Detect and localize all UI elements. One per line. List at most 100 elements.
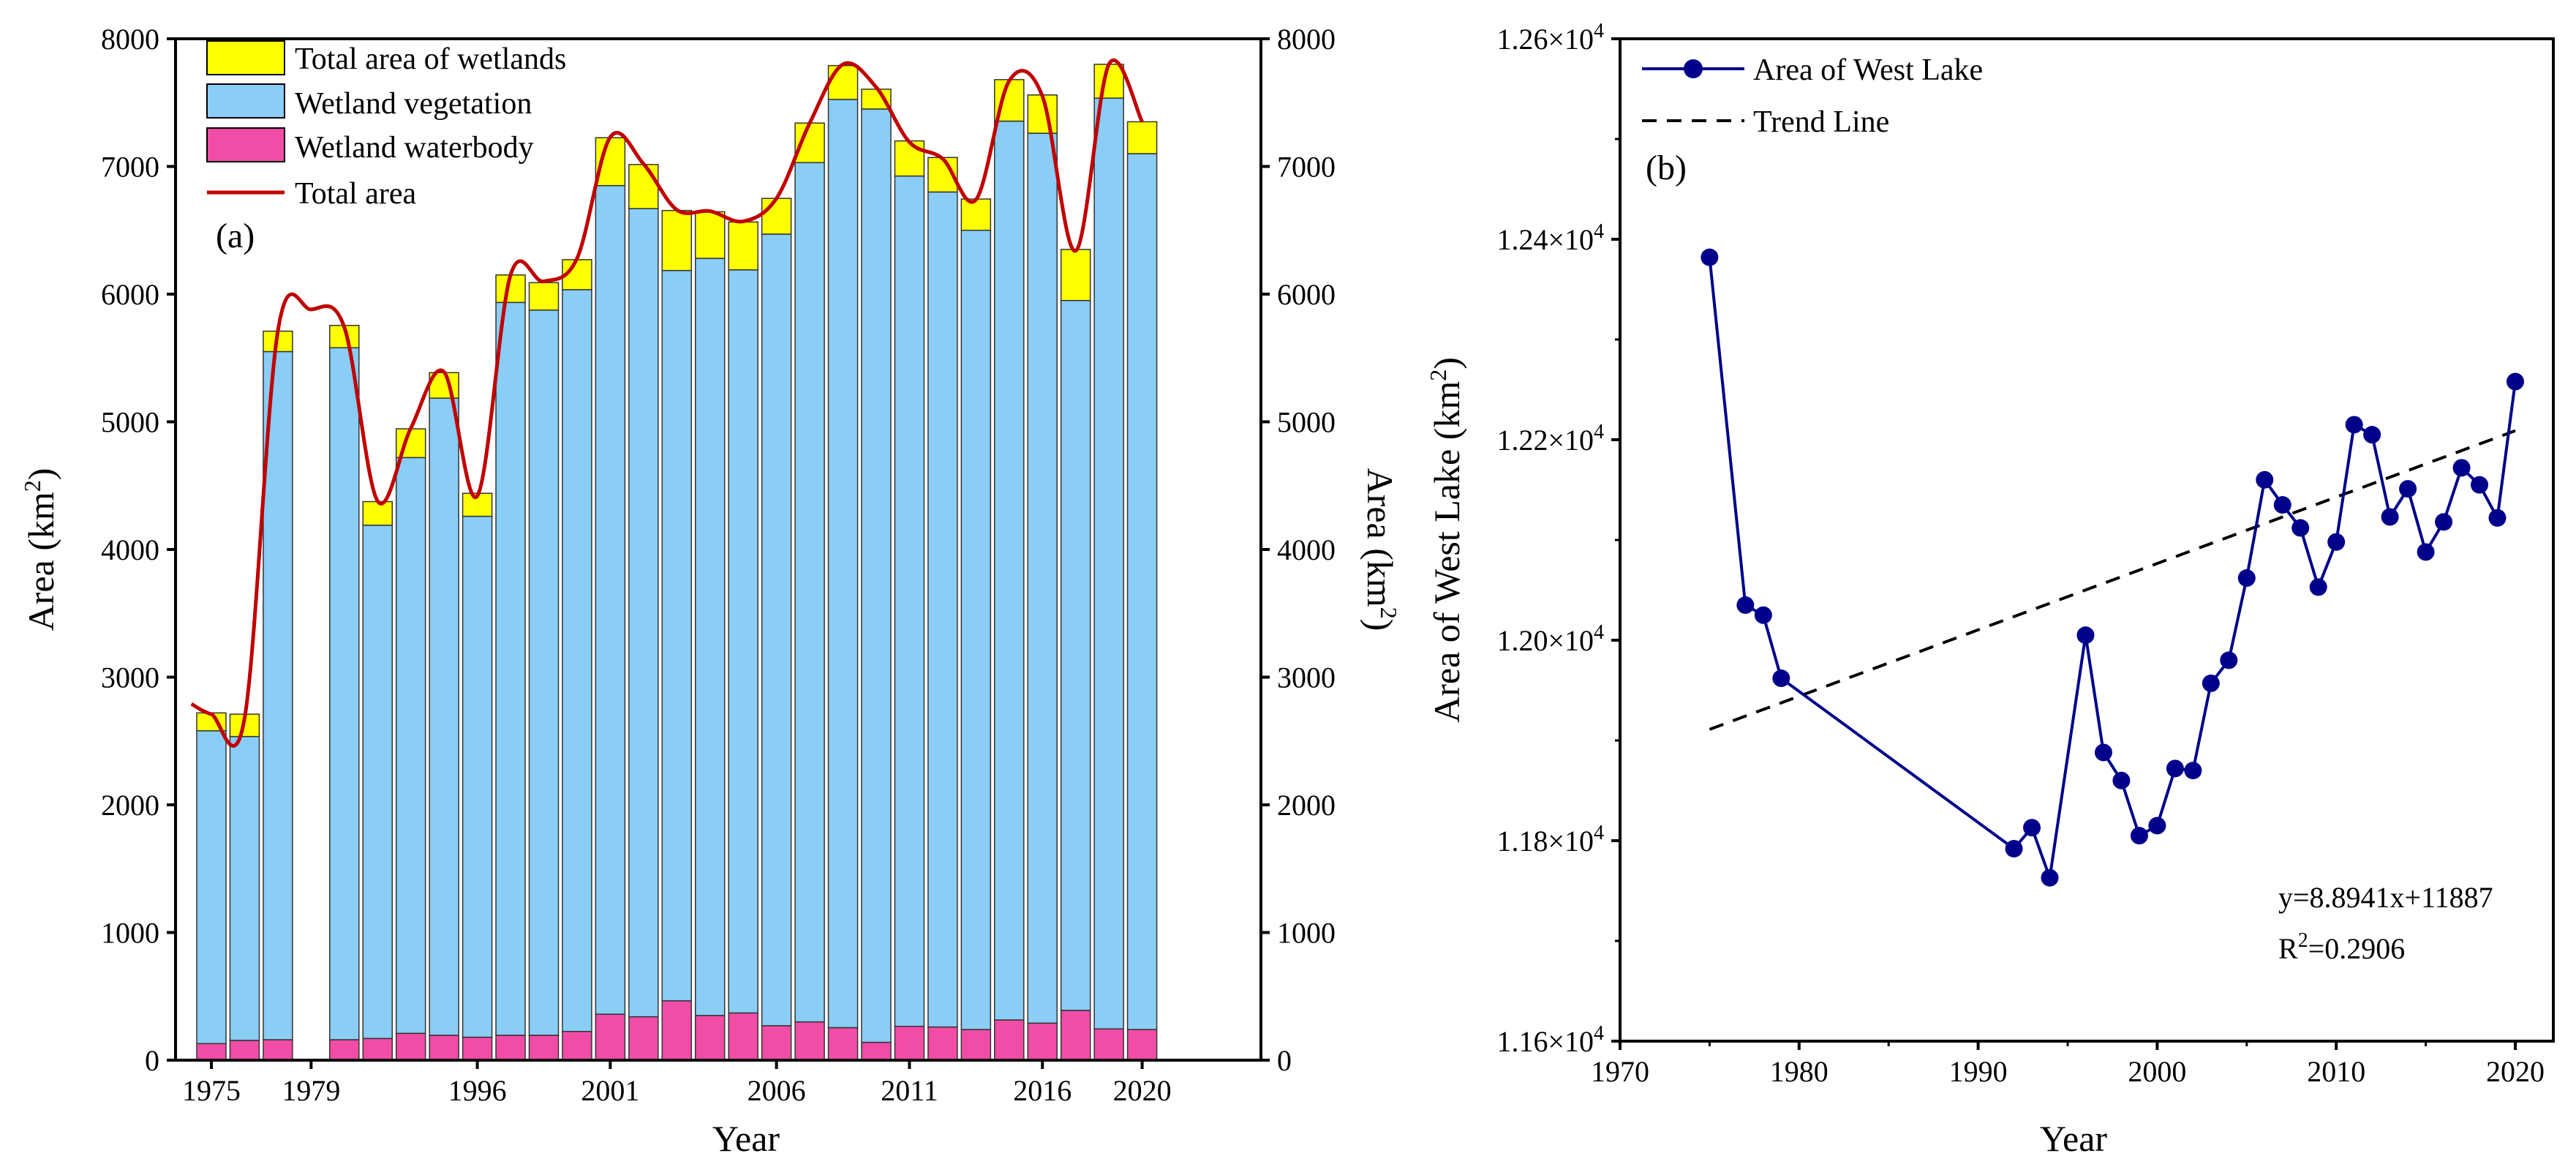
bar-vegetation-4 (329, 347, 360, 1040)
bar-vegetation-0 (196, 730, 227, 1045)
bar-waterbody-21 (894, 1026, 925, 1061)
bar-vegetation-8 (462, 515, 493, 1038)
bar-waterbody-6 (395, 1032, 426, 1061)
bar-vegetation-21 (894, 175, 925, 1027)
a-xtick-label-2016: 2016 (1013, 1074, 1072, 1107)
a-xtick-label-2006: 2006 (747, 1074, 806, 1107)
bar-vegetation-12 (595, 184, 626, 1015)
bar-wetlands-total-17 (761, 198, 792, 235)
west-lake-point-2016 (2435, 513, 2453, 531)
bar-vegetation-11 (562, 289, 592, 1032)
bar-waterbody-22 (927, 1026, 958, 1061)
bar-vegetation-1 (229, 735, 260, 1041)
a-ytick-label-right-2000: 2000 (1277, 789, 1336, 822)
west-lake-point-1998 (2112, 771, 2131, 789)
bar-vegetation-18 (794, 162, 825, 1023)
panel-a-ylabel-left: Area (km2) (19, 468, 61, 631)
bar-wetlands-total-10 (528, 282, 560, 311)
bar-vegetation-19 (827, 99, 859, 1029)
bar-wetlands-total-23 (960, 198, 992, 231)
bar-vegetation-16 (728, 269, 758, 1014)
bar-wetlands-total-26 (1060, 249, 1091, 301)
b-xtick-label-2020: 2020 (2486, 1055, 2545, 1088)
a-ytick-label-left-3000: 3000 (101, 661, 159, 694)
bar-waterbody-0 (196, 1043, 227, 1061)
b-xtick-label-2000: 2000 (2128, 1055, 2186, 1088)
bar-waterbody-8 (462, 1036, 493, 1061)
legend-swatch-wetlands-total (206, 40, 285, 75)
west-lake-point-2018 (2471, 476, 2489, 494)
bar-wetlands-total-13 (628, 164, 659, 209)
west-lake-point-1978 (1754, 606, 1772, 624)
a-ytick-label-right-5000: 5000 (1277, 406, 1336, 439)
bar-vegetation-27 (1093, 97, 1124, 1029)
west-lake-point-1996 (2076, 626, 2095, 645)
b-xtick-label-2010: 2010 (2307, 1055, 2365, 1088)
b-ytick-label-11800: 1.18×104 (1496, 822, 1604, 858)
west-lake-point-2006 (2256, 470, 2274, 489)
bar-waterbody-24 (994, 1019, 1025, 1061)
panel-b-line-chart: 1.16×104 1.18×104 1.20×104 1.22×104 1.24×104… (1425, 20, 2555, 1159)
west-lake-point-2009 (2309, 578, 2327, 596)
bar-wetlands-total-21 (894, 140, 925, 177)
west-lake-point-2020 (2507, 372, 2524, 391)
bar-waterbody-27 (1093, 1028, 1124, 1061)
regression-equation: y=8.8941x+11887 (2278, 881, 2493, 914)
panel-a-ylabel-right: Area (km2) (1360, 468, 1402, 631)
bar-vegetation-5 (362, 525, 393, 1040)
bar-waterbody-1 (229, 1040, 260, 1061)
legend-label-total-area: Total area (295, 177, 416, 211)
bar-wetlands-total-15 (695, 211, 726, 259)
bar-wetlands-total-19 (827, 64, 859, 100)
bar-vegetation-7 (429, 397, 459, 1036)
bar-wetlands-total-27 (1093, 64, 1124, 99)
west-lake-point-2019 (2488, 509, 2507, 527)
bar-vegetation-25 (1027, 132, 1058, 1024)
total-area-line (190, 58, 1144, 748)
west-lake-point-2017 (2452, 459, 2471, 477)
west-lake-point-1993 (2023, 819, 2041, 837)
panel-a-label: (a) (216, 217, 255, 255)
west-lake-point-2008 (2291, 519, 2310, 537)
a-xtick-label-2001: 2001 (581, 1074, 639, 1107)
bar-waterbody-17 (761, 1025, 792, 1061)
bar-vegetation-10 (528, 309, 560, 1036)
bar-waterbody-9 (495, 1035, 526, 1061)
legend-swatch-waterbody (206, 127, 285, 162)
bar-vegetation-24 (994, 120, 1025, 1021)
trend-line (1709, 429, 2516, 731)
panel-b-xlabel: Year (2040, 1118, 2107, 1159)
bar-vegetation-22 (927, 191, 958, 1028)
a-ytick-label-right-7000: 7000 (1277, 151, 1336, 184)
bar-waterbody-15 (695, 1015, 726, 1061)
bar-wetlands-total-14 (661, 209, 693, 271)
bar-vegetation-20 (861, 108, 892, 1043)
a-ytick-label-right-6000: 6000 (1277, 278, 1336, 311)
west-lake-point-2004 (2220, 651, 2238, 669)
west-lake-point-2014 (2399, 480, 2417, 498)
bar-waterbody-18 (794, 1021, 825, 1061)
b-ytick-label-12000: 1.20×104 (1496, 621, 1604, 657)
bar-vegetation-6 (395, 457, 426, 1035)
bar-vegetation-23 (960, 230, 992, 1030)
legend-swatch-west-lake-marker (1684, 59, 1703, 78)
legend-label-wetlands-total: Total area of wetlands (295, 42, 566, 76)
bar-waterbody-7 (429, 1035, 459, 1061)
a-ytick-label-left-2000: 2000 (101, 789, 159, 822)
west-lake-point-2015 (2417, 543, 2435, 561)
bar-waterbody-13 (628, 1016, 659, 1061)
west-lake-point-1999 (2130, 827, 2148, 845)
west-lake-point-2000 (2148, 817, 2166, 835)
west-lake-point-2002 (2184, 762, 2202, 780)
bar-waterbody-20 (861, 1041, 892, 1061)
west-lake-point-2011 (2345, 416, 2363, 434)
bar-vegetation-15 (695, 258, 726, 1016)
bar-wetlands-total-5 (362, 500, 393, 526)
a-xtick-label-1996: 1996 (448, 1074, 507, 1107)
bar-waterbody-23 (960, 1029, 992, 1061)
a-ytick-label-left-0: 0 (145, 1044, 159, 1077)
west-lake-point-1994 (2041, 868, 2059, 887)
a-ytick-label-left-5000: 5000 (101, 406, 159, 439)
b-xtick-label-1970: 1970 (1591, 1055, 1649, 1088)
